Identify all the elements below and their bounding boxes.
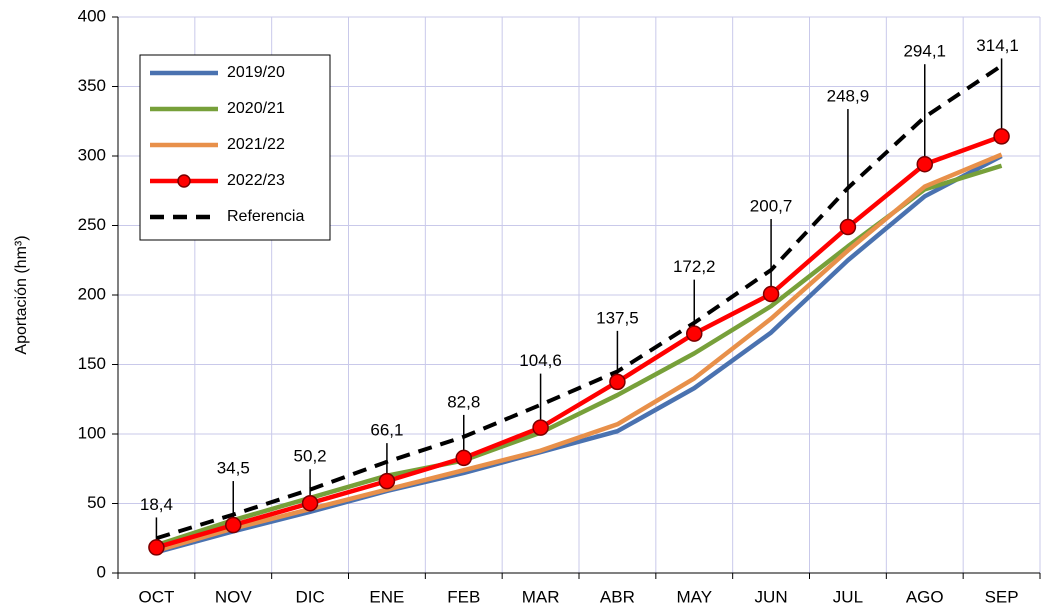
y-tick-label: 250 xyxy=(78,215,106,234)
series-line xyxy=(155,152,1003,553)
x-tick-label: MAY xyxy=(676,587,712,606)
x-tick-label: AGO xyxy=(906,587,944,606)
x-tick-label: DIC xyxy=(295,587,324,606)
legend-label: Referencia xyxy=(227,208,304,225)
marker xyxy=(455,449,472,467)
y-tick-label: 200 xyxy=(78,284,106,303)
data-label: 248,9 xyxy=(827,87,870,106)
x-tick-label: NOV xyxy=(215,587,253,606)
x-tick-label: ABR xyxy=(600,587,635,606)
marker xyxy=(916,155,933,173)
y-tick-label: 400 xyxy=(78,6,106,25)
y-tick-label: 50 xyxy=(87,493,106,512)
y-tick-label: 300 xyxy=(78,145,106,164)
data-label: 66,1 xyxy=(370,421,403,440)
data-label: 172,2 xyxy=(673,257,716,276)
series-line xyxy=(155,163,1003,548)
y-tick-label: 350 xyxy=(78,76,106,95)
marker xyxy=(301,494,319,512)
legend-label: 2022/23 xyxy=(227,172,285,189)
data-label: 34,5 xyxy=(217,459,250,478)
data-label: 314,1 xyxy=(976,36,1019,55)
marker xyxy=(993,128,1010,145)
x-tick-label: SEP xyxy=(985,587,1019,606)
legend-marker xyxy=(177,174,191,188)
legend-label: 2021/22 xyxy=(227,136,285,153)
marker xyxy=(762,285,780,303)
y-tick-label: 100 xyxy=(78,423,106,442)
data-label: 104,6 xyxy=(519,351,562,370)
data-label: 200,7 xyxy=(750,197,793,216)
data-label: 82,8 xyxy=(447,392,480,411)
x-tick-label: MAR xyxy=(522,587,560,606)
y-tick-label: 150 xyxy=(78,354,106,373)
marker xyxy=(532,419,549,436)
x-tick-label: FEB xyxy=(447,587,480,606)
series-line xyxy=(155,63,1003,541)
data-label: 18,4 xyxy=(140,495,173,514)
legend-box xyxy=(139,54,331,241)
data-label: 50,2 xyxy=(294,447,327,466)
marker xyxy=(839,218,857,236)
x-tick-label: JUN xyxy=(755,587,788,606)
data-label: 137,5 xyxy=(596,308,639,327)
series-line xyxy=(155,134,1003,550)
series-line xyxy=(155,154,1003,555)
y-tick-label: 0 xyxy=(97,562,106,581)
marker xyxy=(686,325,703,342)
marker xyxy=(609,373,626,391)
marker xyxy=(148,539,165,556)
marker xyxy=(378,472,396,490)
x-tick-label: JUL xyxy=(833,587,863,606)
x-tick-label: OCT xyxy=(138,587,174,606)
legend-label: 2019/20 xyxy=(227,64,285,81)
y-axis-title: Aportación (hm³) xyxy=(13,235,30,354)
x-tick-label: ENE xyxy=(369,587,404,606)
data-label: 294,1 xyxy=(903,42,946,61)
legend-label: 2020/21 xyxy=(227,100,285,117)
marker xyxy=(225,516,242,534)
